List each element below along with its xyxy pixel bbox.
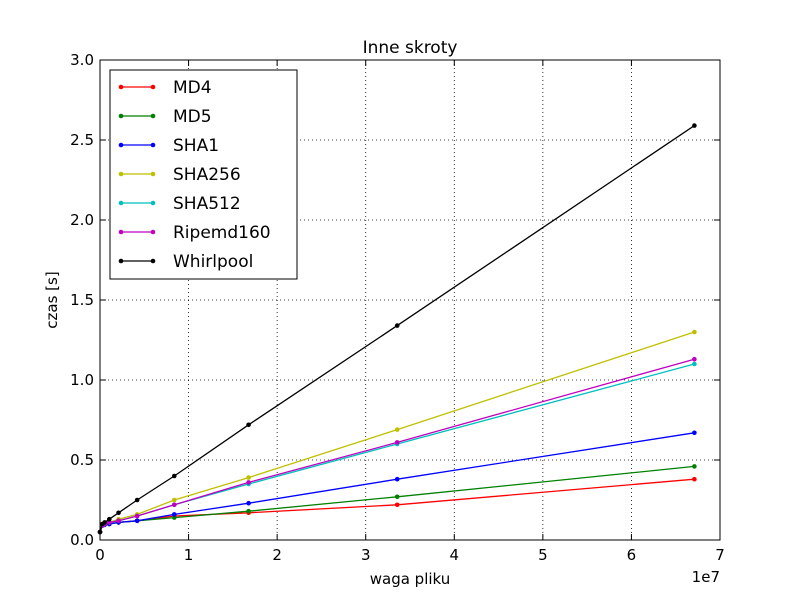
data-point-sha256 (172, 497, 177, 503)
y-tick-label: 1.0 (70, 371, 94, 389)
legend-marker-sha1 (150, 142, 156, 148)
legend-marker-whirlpool (118, 258, 124, 264)
x-tick-label: 1 (184, 546, 194, 564)
data-point-whirlpool (102, 520, 107, 525)
legend-entry-md5: MD5 (118, 107, 212, 127)
legend-marker-md5 (150, 113, 156, 119)
data-point-whirlpool (246, 422, 251, 428)
y-tick-label: 2.0 (70, 211, 94, 229)
data-point-ripemd160 (246, 480, 251, 485)
series-lines (97, 123, 697, 535)
data-point-ripemd160 (394, 440, 400, 445)
legend: MD4 MD5 SHA1 SHA256 SHA512 Ripemd160 Whirlpool (109, 69, 298, 280)
legend-marker-sha512 (150, 200, 156, 206)
x-axis-label: waga pliku (370, 570, 451, 588)
chart-title: Inne skroty (363, 38, 458, 58)
legend-label-sha512: SHA512 (173, 194, 241, 214)
data-point-sha1 (394, 476, 400, 482)
legend-marker-md5 (118, 113, 124, 119)
legend-marker-whirlpool (150, 258, 156, 264)
legend-label-ripemd160: Ripemd160 (173, 223, 271, 243)
x-tick-label: 4 (450, 546, 460, 564)
legend-marker-sha1 (118, 142, 124, 148)
data-point-sha256 (246, 475, 251, 480)
data-point-whirlpool (134, 497, 140, 503)
y-axis-label: czas [s] (43, 271, 61, 328)
data-point-md4 (394, 502, 400, 508)
legend-marker-sha256 (150, 171, 156, 177)
data-point-ripemd160 (116, 518, 121, 524)
axis-ticks: 0 1 2 3 4 5 6 7 0.0 0.5 1.0 1.5 2.0 2.5 3.0 (70, 51, 725, 564)
legend-marker-ripemd160 (150, 229, 156, 235)
legend-marker-ripemd160 (118, 229, 124, 235)
data-point-sha256 (692, 329, 697, 335)
data-point-md4 (692, 476, 697, 482)
y-tick-label: 0.0 (70, 531, 94, 549)
x-tick-label: 5 (538, 546, 548, 564)
data-point-ripemd160 (692, 356, 697, 362)
data-point-whirlpool (692, 123, 697, 128)
data-point-md5 (172, 515, 177, 520)
legend-marker-md4 (150, 84, 156, 90)
legend-marker-md4 (118, 84, 124, 90)
data-point-whirlpool (116, 510, 121, 516)
legend-entry-whirlpool: Whirlpool (118, 252, 253, 272)
legend-label-sha1: SHA1 (173, 136, 219, 156)
legend-label-whirlpool: Whirlpool (173, 252, 253, 272)
data-point-sha512 (692, 361, 697, 367)
data-point-whirlpool (172, 473, 177, 479)
y-tick-label: 3.0 (70, 51, 94, 69)
data-point-ripemd160 (134, 513, 140, 519)
x-tick-label: 0 (95, 546, 105, 564)
data-point-sha1 (692, 430, 697, 436)
grid (100, 60, 720, 540)
data-point-ripemd160 (172, 502, 177, 508)
legend-entry-md4: MD4 (118, 78, 212, 98)
data-point-sha256 (394, 427, 400, 432)
y-tick-label: 0.5 (70, 451, 94, 469)
x-tick-label: 2 (272, 546, 282, 564)
legend-entry-sha1: SHA1 (118, 136, 219, 156)
legend-label-md5: MD5 (173, 107, 212, 127)
data-point-md5 (394, 494, 400, 500)
data-point-sha1 (246, 500, 251, 506)
series-whirlpool (97, 123, 697, 535)
legend-entry-sha256: SHA256 (118, 165, 241, 185)
legend-label-sha256: SHA256 (173, 165, 241, 185)
x-tick-label: 3 (361, 546, 371, 564)
legend-marker-sha256 (118, 171, 124, 177)
data-point-ripemd160 (106, 520, 112, 525)
data-point-sha1 (134, 518, 140, 524)
x-axis-offset-label: 1e7 (692, 568, 720, 586)
data-point-md5 (246, 508, 251, 514)
data-point-sha1 (172, 512, 177, 517)
legend-label-md4: MD4 (173, 78, 212, 98)
data-point-whirlpool (394, 323, 400, 328)
data-point-whirlpool (106, 516, 112, 522)
legend-entry-ripemd160: Ripemd160 (118, 223, 271, 243)
x-tick-label: 7 (715, 546, 725, 564)
data-point-md5 (692, 464, 697, 469)
legend-marker-sha512 (118, 200, 124, 206)
y-tick-label: 1.5 (70, 291, 94, 309)
x-tick-label: 6 (627, 546, 637, 564)
legend-entry-sha512: SHA512 (118, 194, 241, 214)
y-tick-label: 2.5 (70, 131, 94, 149)
